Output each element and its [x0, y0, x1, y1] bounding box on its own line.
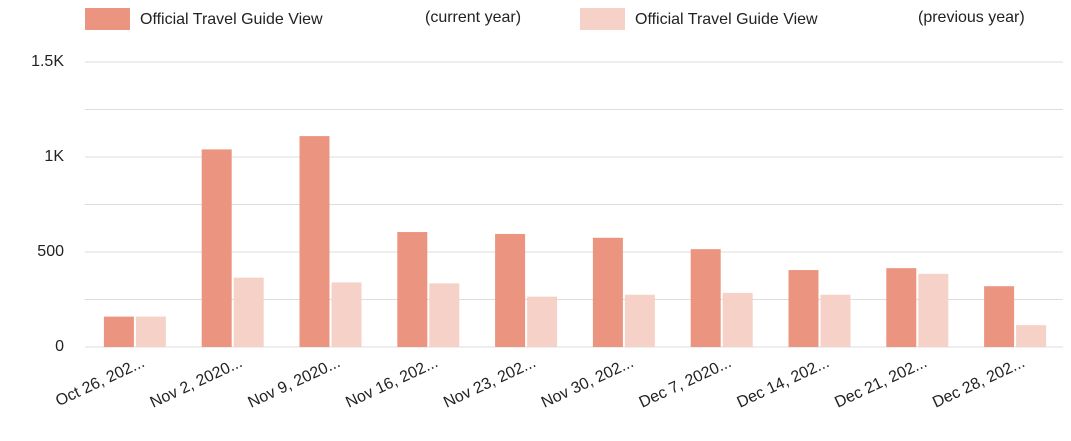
- x-tick-label: Nov 23, 202...: [441, 354, 538, 412]
- bar: [624, 294, 655, 347]
- x-tick-label: Nov 2, 2020...: [148, 354, 245, 412]
- x-tick-label: Nov 9, 2020...: [245, 354, 342, 412]
- x-tick-label: Dec 14, 202...: [734, 354, 831, 412]
- bar: [820, 294, 851, 347]
- bar: [1016, 325, 1047, 347]
- bar: [135, 316, 166, 347]
- bar: [722, 292, 753, 347]
- legend-label: Official Travel Guide View: [635, 11, 818, 28]
- bar: [886, 268, 917, 347]
- bar: [984, 286, 1015, 347]
- legend-label: Official Travel Guide View: [140, 11, 323, 28]
- x-tick-label: Dec 21, 202...: [832, 354, 929, 412]
- x-tick-label: Dec 28, 202...: [930, 354, 1027, 412]
- bar: [201, 149, 232, 347]
- bar: [429, 283, 460, 347]
- bar: [397, 232, 428, 347]
- bar: [592, 237, 623, 347]
- bar: [331, 282, 362, 347]
- legend-period: (previous year): [918, 9, 1025, 26]
- bar: [495, 233, 526, 347]
- bar: [690, 249, 721, 347]
- legend-period: (current year): [425, 9, 521, 26]
- y-tick-label: 1K: [44, 148, 64, 165]
- bar: [918, 273, 949, 347]
- x-tick-label: Dec 7, 2020...: [637, 354, 734, 412]
- y-tick-label: 1.5K: [31, 53, 64, 70]
- bar: [299, 136, 330, 347]
- bar: [788, 270, 819, 347]
- bar: [233, 277, 264, 347]
- y-tick-label: 500: [37, 243, 64, 260]
- x-tick-label: Nov 16, 202...: [343, 354, 440, 412]
- legend-swatch: [85, 8, 130, 30]
- bar: [527, 296, 558, 347]
- y-tick-label: 0: [55, 338, 64, 355]
- legend-swatch: [580, 8, 625, 30]
- bar: [103, 316, 134, 347]
- x-tick-label: Nov 30, 202...: [539, 354, 636, 412]
- x-tick-label: Oct 26, 202...: [53, 354, 147, 410]
